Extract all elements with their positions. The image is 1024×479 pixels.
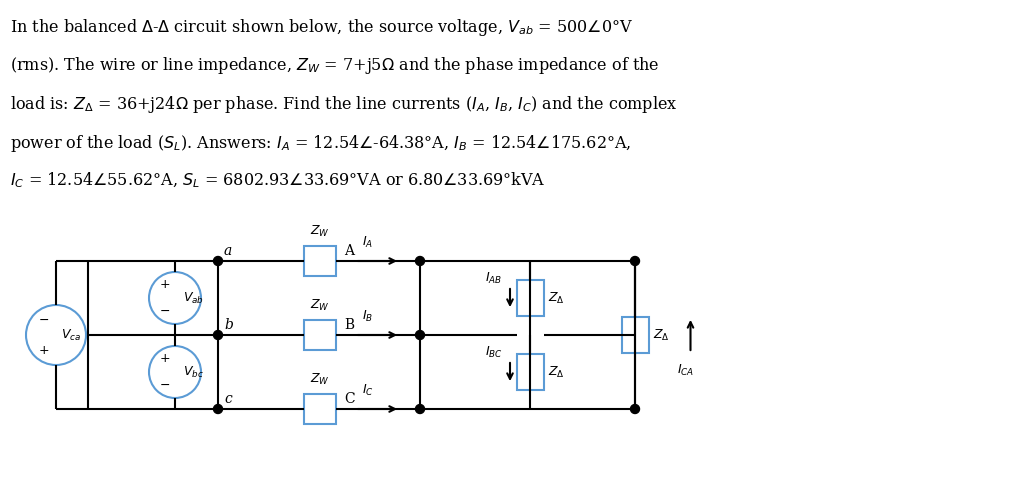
Text: −: − <box>39 313 49 327</box>
Circle shape <box>213 404 222 413</box>
Text: b: b <box>224 318 232 332</box>
Text: $I_{BC}$: $I_{BC}$ <box>485 345 503 360</box>
Text: a: a <box>224 244 232 258</box>
Text: $V_{ca}$: $V_{ca}$ <box>60 328 81 342</box>
Bar <box>304 320 336 350</box>
Circle shape <box>631 404 640 413</box>
Text: $V_{bc}$: $V_{bc}$ <box>183 365 204 379</box>
Circle shape <box>416 331 425 340</box>
Bar <box>516 280 544 316</box>
Circle shape <box>416 404 425 413</box>
Bar <box>516 354 544 390</box>
Circle shape <box>213 331 222 340</box>
Text: $I_B$: $I_B$ <box>362 309 373 324</box>
Text: c: c <box>224 392 231 406</box>
Text: B: B <box>344 318 354 332</box>
Text: +: + <box>160 353 170 365</box>
Text: power of the load ($S_L$). Answers: $I_A$ = 12.54$\angle$-64.38°A, $I_B$ = 12.54: power of the load ($S_L$). Answers: $I_A… <box>10 133 631 153</box>
Text: (rms). The wire or line impedance, $Z_W$ = 7+j5$\Omega$ and the phase impedance : (rms). The wire or line impedance, $Z_W$… <box>10 56 659 77</box>
Text: $Z_\Delta$: $Z_\Delta$ <box>653 328 671 342</box>
Bar <box>304 394 336 424</box>
Bar <box>622 317 648 353</box>
Text: $I_C$: $I_C$ <box>362 383 374 398</box>
Text: $I_{AB}$: $I_{AB}$ <box>485 271 502 286</box>
Text: $Z_\Delta$: $Z_\Delta$ <box>549 365 565 379</box>
Text: +: + <box>39 343 49 356</box>
Text: −: − <box>160 378 170 391</box>
Text: −: − <box>160 305 170 318</box>
Text: $I_A$: $I_A$ <box>362 235 373 250</box>
Text: $I_{CA}$: $I_{CA}$ <box>677 363 694 378</box>
Text: $V_{ab}$: $V_{ab}$ <box>183 290 204 306</box>
Text: +: + <box>160 278 170 292</box>
Text: $Z_W$: $Z_W$ <box>310 224 330 239</box>
Text: $Z_\Delta$: $Z_\Delta$ <box>549 290 565 306</box>
Text: $Z_W$: $Z_W$ <box>310 372 330 387</box>
Text: C: C <box>344 392 354 406</box>
Text: In the balanced $\Delta$-$\Delta$ circuit shown below, the source voltage, $V_{a: In the balanced $\Delta$-$\Delta$ circui… <box>10 17 633 38</box>
Bar <box>304 246 336 276</box>
Circle shape <box>213 256 222 265</box>
Circle shape <box>631 256 640 265</box>
Text: $Z_W$: $Z_W$ <box>310 298 330 313</box>
Text: load is: $Z_\Delta$ = 36+j24$\Omega$ per phase. Find the line currents ($I_A$, $: load is: $Z_\Delta$ = 36+j24$\Omega$ per… <box>10 94 678 115</box>
Text: $I_C$ = 12.54$\angle$55.62°A, $S_L$ = 6802.93$\angle$33.69°VA or 6.80$\angle$33.: $I_C$ = 12.54$\angle$55.62°A, $S_L$ = 68… <box>10 171 546 190</box>
Circle shape <box>416 256 425 265</box>
Text: A: A <box>344 244 354 258</box>
